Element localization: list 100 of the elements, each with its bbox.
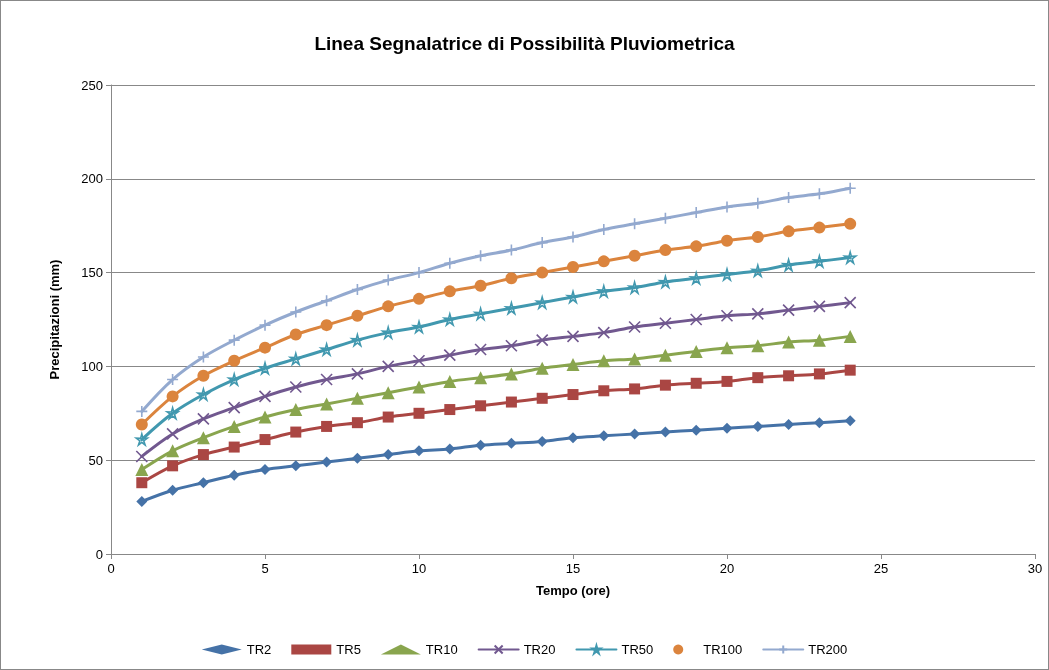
point bbox=[659, 244, 672, 257]
point bbox=[443, 256, 457, 270]
point bbox=[535, 333, 549, 347]
point bbox=[349, 331, 364, 348]
point bbox=[167, 484, 179, 496]
point bbox=[629, 383, 641, 395]
point bbox=[505, 301, 518, 315]
y-axis-title: Precipitazioni (mm) bbox=[47, 259, 62, 380]
x-tick-label: 20 bbox=[719, 561, 735, 576]
point bbox=[813, 417, 825, 429]
point bbox=[844, 415, 856, 427]
point bbox=[690, 240, 703, 253]
x-axis-title: Tempo (ore) bbox=[535, 583, 611, 598]
point bbox=[136, 495, 148, 507]
point bbox=[381, 326, 395, 339]
point bbox=[535, 236, 549, 249]
point bbox=[535, 296, 549, 309]
point bbox=[259, 464, 271, 476]
point bbox=[289, 305, 303, 319]
point bbox=[690, 377, 702, 389]
point bbox=[536, 266, 549, 279]
point bbox=[813, 368, 825, 380]
point bbox=[166, 373, 179, 386]
point bbox=[443, 313, 457, 326]
point bbox=[289, 403, 303, 417]
point bbox=[720, 341, 734, 355]
point bbox=[259, 341, 271, 354]
point bbox=[628, 352, 642, 366]
point bbox=[657, 273, 673, 290]
point bbox=[413, 292, 425, 305]
point bbox=[720, 268, 734, 281]
point bbox=[658, 348, 672, 362]
point bbox=[444, 443, 456, 455]
point bbox=[659, 211, 672, 225]
point bbox=[412, 354, 426, 368]
x-tick-label: 25 bbox=[873, 561, 889, 576]
point bbox=[382, 300, 395, 313]
point bbox=[444, 404, 456, 416]
point bbox=[136, 477, 148, 489]
point bbox=[475, 439, 487, 451]
point bbox=[782, 335, 796, 349]
point bbox=[566, 330, 580, 343]
point bbox=[350, 391, 364, 405]
point bbox=[752, 420, 764, 432]
point bbox=[228, 354, 241, 367]
point bbox=[135, 418, 148, 431]
point bbox=[689, 271, 703, 285]
point bbox=[843, 181, 857, 195]
point bbox=[535, 361, 549, 375]
point bbox=[351, 283, 364, 296]
point bbox=[197, 350, 210, 364]
legend-label: TR100 bbox=[703, 642, 743, 657]
point bbox=[228, 441, 240, 453]
legend-label: TR20 bbox=[523, 642, 556, 657]
point bbox=[813, 221, 826, 234]
point bbox=[227, 333, 241, 347]
point bbox=[567, 389, 579, 401]
point bbox=[812, 333, 826, 347]
point bbox=[135, 405, 149, 418]
point bbox=[135, 463, 149, 477]
point bbox=[659, 379, 671, 391]
point bbox=[597, 326, 611, 339]
point bbox=[782, 225, 795, 238]
point bbox=[413, 407, 425, 419]
point bbox=[720, 309, 734, 323]
point bbox=[567, 260, 579, 273]
point bbox=[289, 328, 302, 341]
point bbox=[783, 419, 795, 431]
point bbox=[474, 279, 487, 292]
point bbox=[505, 272, 518, 285]
point bbox=[659, 316, 672, 330]
point bbox=[843, 251, 857, 264]
point bbox=[321, 420, 333, 432]
point bbox=[412, 380, 426, 394]
point bbox=[258, 410, 272, 424]
point bbox=[412, 266, 426, 279]
point bbox=[443, 348, 457, 362]
point bbox=[411, 318, 426, 335]
y-tick-label: 50 bbox=[88, 452, 103, 468]
point bbox=[289, 380, 303, 394]
point bbox=[320, 294, 333, 308]
point bbox=[751, 230, 764, 243]
point bbox=[290, 426, 302, 438]
point bbox=[351, 452, 363, 464]
point bbox=[227, 419, 241, 433]
point bbox=[258, 318, 272, 332]
point bbox=[320, 397, 334, 411]
point bbox=[227, 373, 241, 386]
point bbox=[382, 411, 394, 423]
point bbox=[505, 339, 518, 353]
point bbox=[474, 371, 488, 385]
point bbox=[843, 296, 857, 309]
point bbox=[351, 367, 364, 381]
x-tick-label: 15 bbox=[565, 561, 581, 576]
point bbox=[472, 305, 488, 322]
legend-label: TR5 bbox=[336, 642, 361, 657]
point bbox=[475, 400, 487, 412]
point bbox=[504, 367, 518, 381]
chart-title: Linea Segnalatrice di Possibilità Pluviometrica bbox=[314, 33, 736, 54]
y-tick-label: 200 bbox=[81, 171, 103, 187]
